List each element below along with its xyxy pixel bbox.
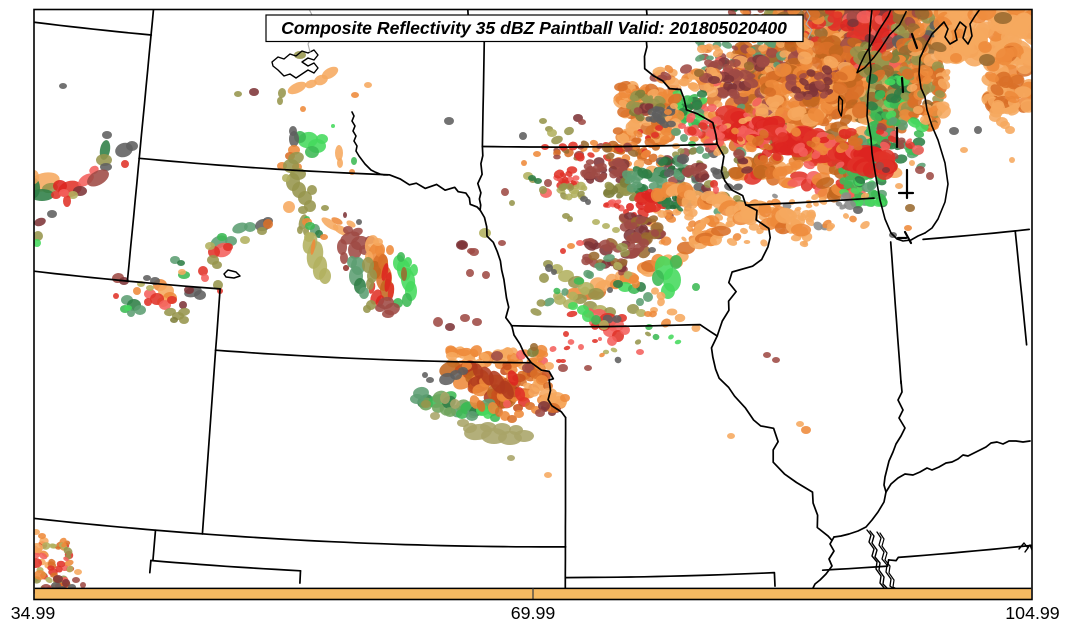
svg-text:104.99: 104.99	[1005, 603, 1059, 623]
svg-text:69.99: 69.99	[511, 603, 556, 623]
svg-text:34.99: 34.99	[11, 603, 56, 623]
svg-text:Composite Reflectivity 35 dBZ: Composite Reflectivity 35 dBZ Paintball …	[281, 18, 787, 38]
